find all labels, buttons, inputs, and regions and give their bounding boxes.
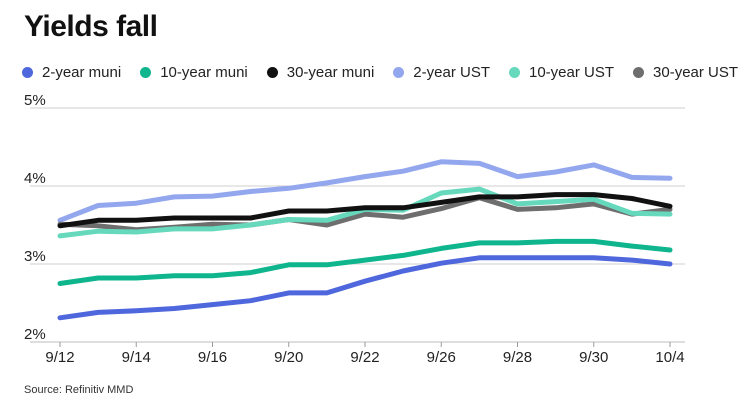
legend-label: 10-year muni xyxy=(160,64,248,81)
legend-item-30-year-ust: 30-year UST xyxy=(633,64,738,81)
y-tick-label: 5% xyxy=(24,92,46,109)
x-tick-label: 9/26 xyxy=(427,349,456,366)
legend-item-2-year-ust: 2-year UST xyxy=(393,64,490,81)
series-line-10-year-muni xyxy=(57,238,673,286)
legend-item-2-year-muni: 2-year muni xyxy=(22,64,121,81)
series-line-2-year-muni xyxy=(57,255,673,321)
source-note: Source: Refinitiv MMD xyxy=(24,384,134,396)
chart-title: Yields fall xyxy=(24,10,158,43)
y-tick-label: 2% xyxy=(24,326,46,343)
x-tick-label: 9/16 xyxy=(198,349,227,366)
legend-item-30-year-muni: 30-year muni xyxy=(266,64,375,81)
legend-swatch xyxy=(393,67,405,78)
x-tick-label: 9/28 xyxy=(503,349,532,366)
x-tick-label: 10/4 xyxy=(655,349,684,366)
x-tick-label: 9/14 xyxy=(122,349,151,366)
legend-swatch xyxy=(22,67,33,78)
legend-label: 2-year UST xyxy=(413,64,490,81)
x-tick-label: 9/30 xyxy=(579,349,608,366)
legend-label: 30-year muni xyxy=(286,64,375,81)
legend-label: 2-year muni xyxy=(42,64,122,81)
legend-item-10-year-muni: 10-year muni xyxy=(140,64,248,81)
y-tick-label: 4% xyxy=(24,170,46,187)
legend-label: 10-year UST xyxy=(528,64,615,81)
x-tick-label: 9/22 xyxy=(350,349,379,366)
series-line-30-year-muni xyxy=(57,192,673,229)
legend-item-10-year-ust: 10-year UST xyxy=(508,64,615,81)
series-line-2-year-ust xyxy=(57,159,673,223)
x-tick-label: 9/20 xyxy=(274,349,303,366)
legend-swatch xyxy=(508,67,520,78)
legend-swatch xyxy=(140,67,152,78)
x-tick-label: 9/12 xyxy=(45,349,74,366)
y-tick-label: 3% xyxy=(24,248,46,265)
legend-swatch xyxy=(266,67,278,78)
chart-legend: 2-year muni 10-year muni 30-year muni 2-… xyxy=(22,64,738,81)
legend-swatch xyxy=(633,67,645,78)
legend-label: 30-year UST xyxy=(653,64,739,81)
